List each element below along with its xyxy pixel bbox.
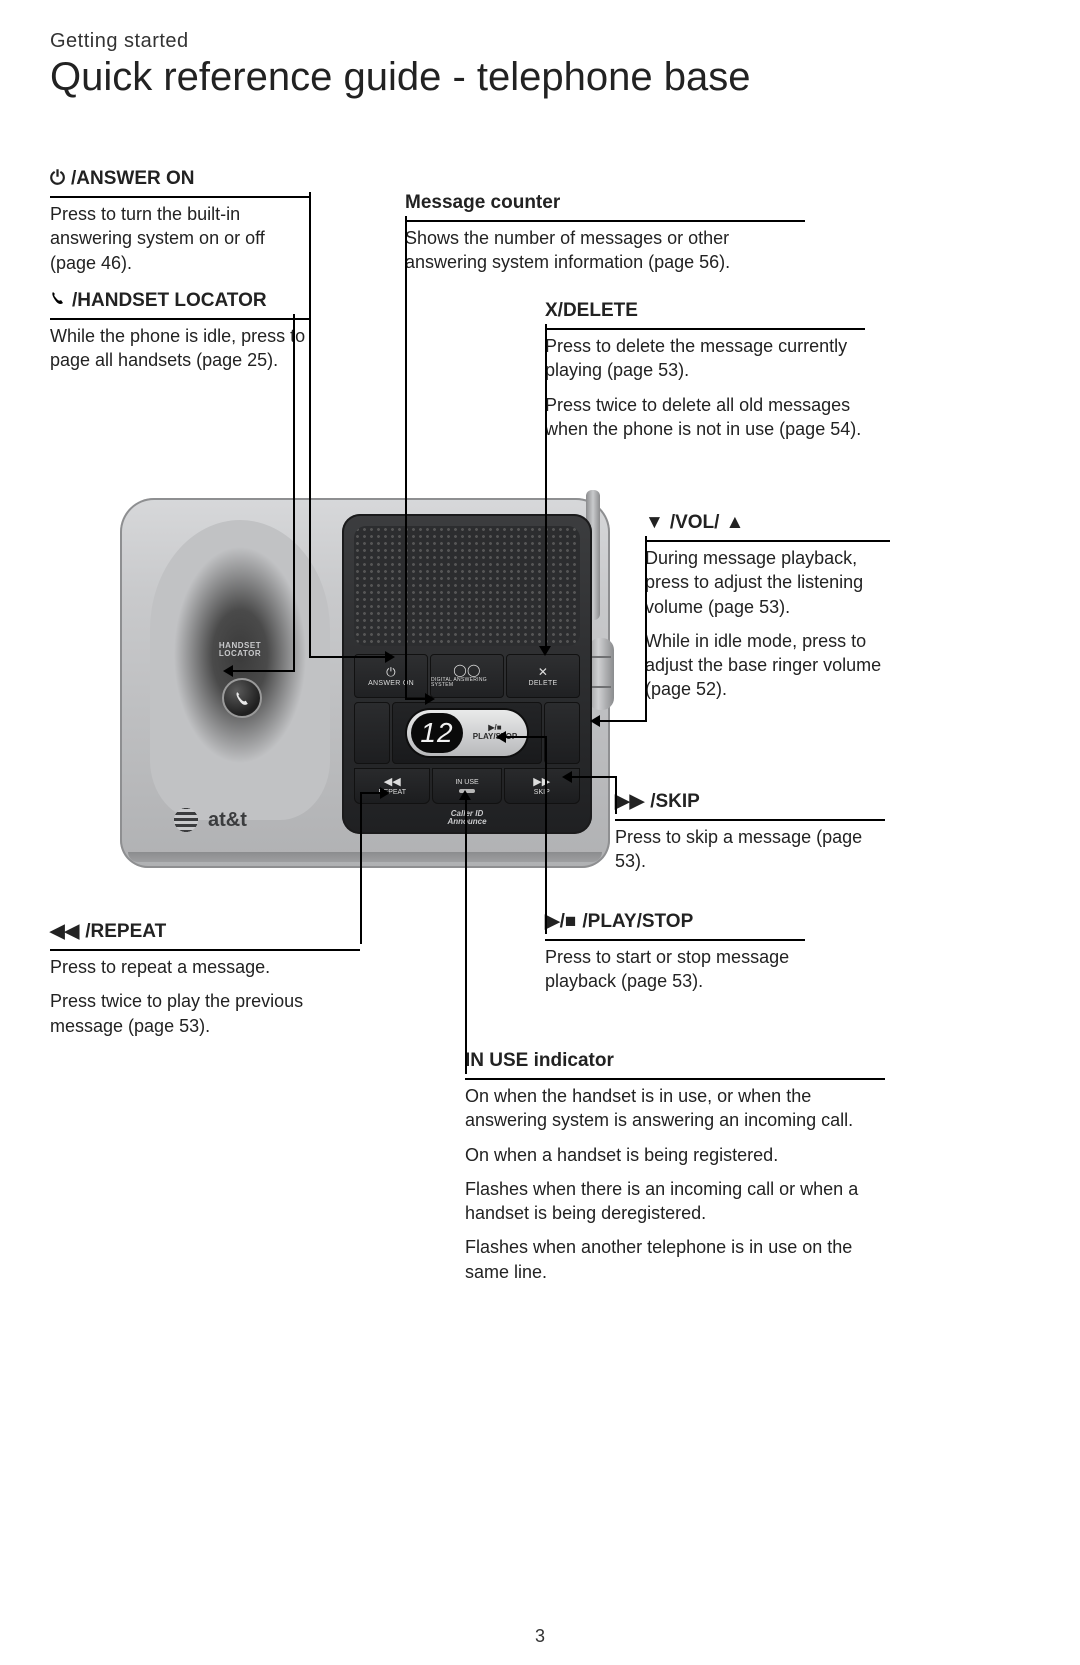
leader (645, 536, 647, 722)
manual-page: Getting started Quick reference guide - … (0, 0, 1080, 1665)
fast-forward-icon: ▶▶ (615, 790, 644, 813)
callout-head: /REPEAT (85, 921, 166, 943)
arrow-icon (562, 771, 572, 783)
callout-body2: On when a handset is being registered. (465, 1143, 885, 1167)
callout-handset-locator: /HANDSET LOCATOR While the phone is idle… (50, 290, 310, 383)
callout-in-use: IN USE indicator On when the handset is … (465, 1050, 885, 1294)
fast-forward-icon: ▶▶ (533, 777, 550, 788)
handset-icon (50, 290, 66, 312)
arrow-icon (539, 646, 551, 656)
att-logo: at&t (172, 806, 247, 834)
caller-id-label: Caller IDAnnounce (342, 810, 592, 825)
button-label: IN USE (455, 779, 478, 786)
callout-head: /SKIP (650, 791, 700, 813)
callout-body: Press to delete the message currently pl… (545, 334, 865, 383)
rewind-icon: ◀◀ (384, 777, 401, 788)
section-label: Getting started (50, 30, 1030, 53)
triangle-up-icon: ▲ (725, 512, 744, 534)
x-icon: ✕ (538, 666, 548, 678)
callout-head: IN USE indicator (465, 1050, 614, 1072)
button-label: SKIP (534, 789, 550, 796)
leader (405, 698, 425, 700)
message-counter-pill: 12 ▶/■PLAY/STOP (407, 710, 527, 756)
callout-message-counter: Message counter Shows the number of mess… (405, 192, 805, 285)
att-globe-icon (172, 806, 200, 834)
callout-head: /PLAY/STOP (582, 911, 693, 933)
leader (465, 800, 467, 1074)
leader (233, 670, 293, 672)
button-label: ANSWER ON (368, 680, 414, 687)
leader (360, 792, 362, 944)
callout-repeat: ◀◀ /REPEAT Press to repeat a message. Pr… (50, 920, 360, 1048)
arrow-icon (459, 790, 471, 800)
play-stop-label: ▶/■PLAY/STOP (463, 724, 527, 742)
arrow-icon (223, 665, 233, 677)
vol-up-button[interactable] (544, 702, 580, 764)
callout-body: On when the handset is in use, or when t… (465, 1084, 885, 1133)
delete-button[interactable]: ✕ DELETE (506, 654, 580, 698)
arrow-icon (496, 731, 506, 743)
callout-head: Message counter (405, 192, 560, 214)
power-icon: ⏻ (386, 666, 396, 678)
button-label: DELETE (528, 680, 557, 687)
callout-play-stop: ▶/■ /PLAY/STOP Press to start or stop me… (545, 910, 805, 1004)
power-icon: ⏻ (50, 168, 65, 190)
repeat-button[interactable]: ◀◀ REPEAT (354, 768, 430, 804)
callout-body2: While in idle mode, press to adjust the … (645, 629, 890, 702)
callout-head: /ANSWER ON (71, 168, 195, 190)
callout-body: Shows the number of messages or other an… (405, 226, 805, 275)
rewind-icon: ◀◀ (50, 920, 79, 943)
callout-body: Press to turn the built-in answering sys… (50, 202, 310, 275)
leader (506, 736, 545, 738)
leader (600, 720, 645, 722)
arrow-icon (385, 651, 395, 663)
leader (545, 324, 547, 646)
play-stop-icon: ▶/■ (545, 910, 576, 933)
triangle-down-icon: ▼ (645, 512, 664, 534)
callout-body4: Flashes when another telephone is in use… (465, 1235, 885, 1284)
handset-locator-button[interactable] (222, 678, 262, 718)
vol-down-button[interactable] (354, 702, 390, 764)
leader (293, 314, 295, 672)
handset-icon (234, 690, 251, 707)
leader (405, 216, 407, 700)
page-number: 3 (0, 1626, 1080, 1647)
arrow-icon (380, 787, 390, 799)
callout-body2: Press twice to delete all old messages w… (545, 393, 865, 442)
page-title: Quick reference guide - telephone base (50, 55, 1030, 100)
callout-body: Press to repeat a message. (50, 955, 360, 979)
control-panel: ⏻ ANSWER ON ◯◯ DIGITAL ANSWERING SYSTEM … (342, 514, 592, 834)
arrow-icon (590, 715, 600, 727)
callout-body: While the phone is idle, press to page a… (50, 324, 310, 373)
leader (615, 776, 617, 814)
callout-head: /HANDSET LOCATOR (72, 290, 267, 312)
leader (545, 736, 547, 934)
leader (309, 192, 311, 658)
telephone-base-illustration: HANDSETLOCATOR at&t ⏻ ANSWER ON ◯◯ DIGIT… (120, 498, 610, 868)
callout-delete: X/DELETE Press to delete the message cur… (545, 300, 865, 451)
callout-body2: Press twice to play the previous message… (50, 989, 360, 1038)
callout-answer-on: ⏻ /ANSWER ON Press to turn the built-in … (50, 168, 310, 285)
callout-head: X/DELETE (545, 300, 638, 322)
handset-locator-label: HANDSETLOCATOR (150, 642, 330, 659)
arrow-icon (425, 693, 435, 705)
brand-text: at&t (208, 809, 247, 832)
leader (309, 656, 385, 658)
callout-head: /VOL/ (670, 512, 720, 534)
play-stop-area[interactable]: 12 ▶/■PLAY/STOP (392, 702, 542, 764)
tape-icon: ◯◯ (453, 664, 480, 676)
callout-skip: ▶▶ /SKIP Press to skip a message (page 5… (615, 790, 885, 884)
button-label: DIGITAL ANSWERING SYSTEM (431, 678, 503, 688)
leader (572, 776, 615, 778)
callout-body3: Flashes when there is an incoming call o… (465, 1177, 885, 1226)
callout-vol: ▼ /VOL/ ▲ During message playback, press… (645, 512, 890, 712)
leader (360, 792, 380, 794)
callout-body: Press to skip a message (page 53). (615, 825, 885, 874)
message-counter: 12 (411, 713, 463, 753)
digital-system-badge: ◯◯ DIGITAL ANSWERING SYSTEM (430, 654, 504, 698)
callout-body: During message playback, press to adjust… (645, 546, 890, 619)
callout-body: Press to start or stop message playback … (545, 945, 805, 994)
